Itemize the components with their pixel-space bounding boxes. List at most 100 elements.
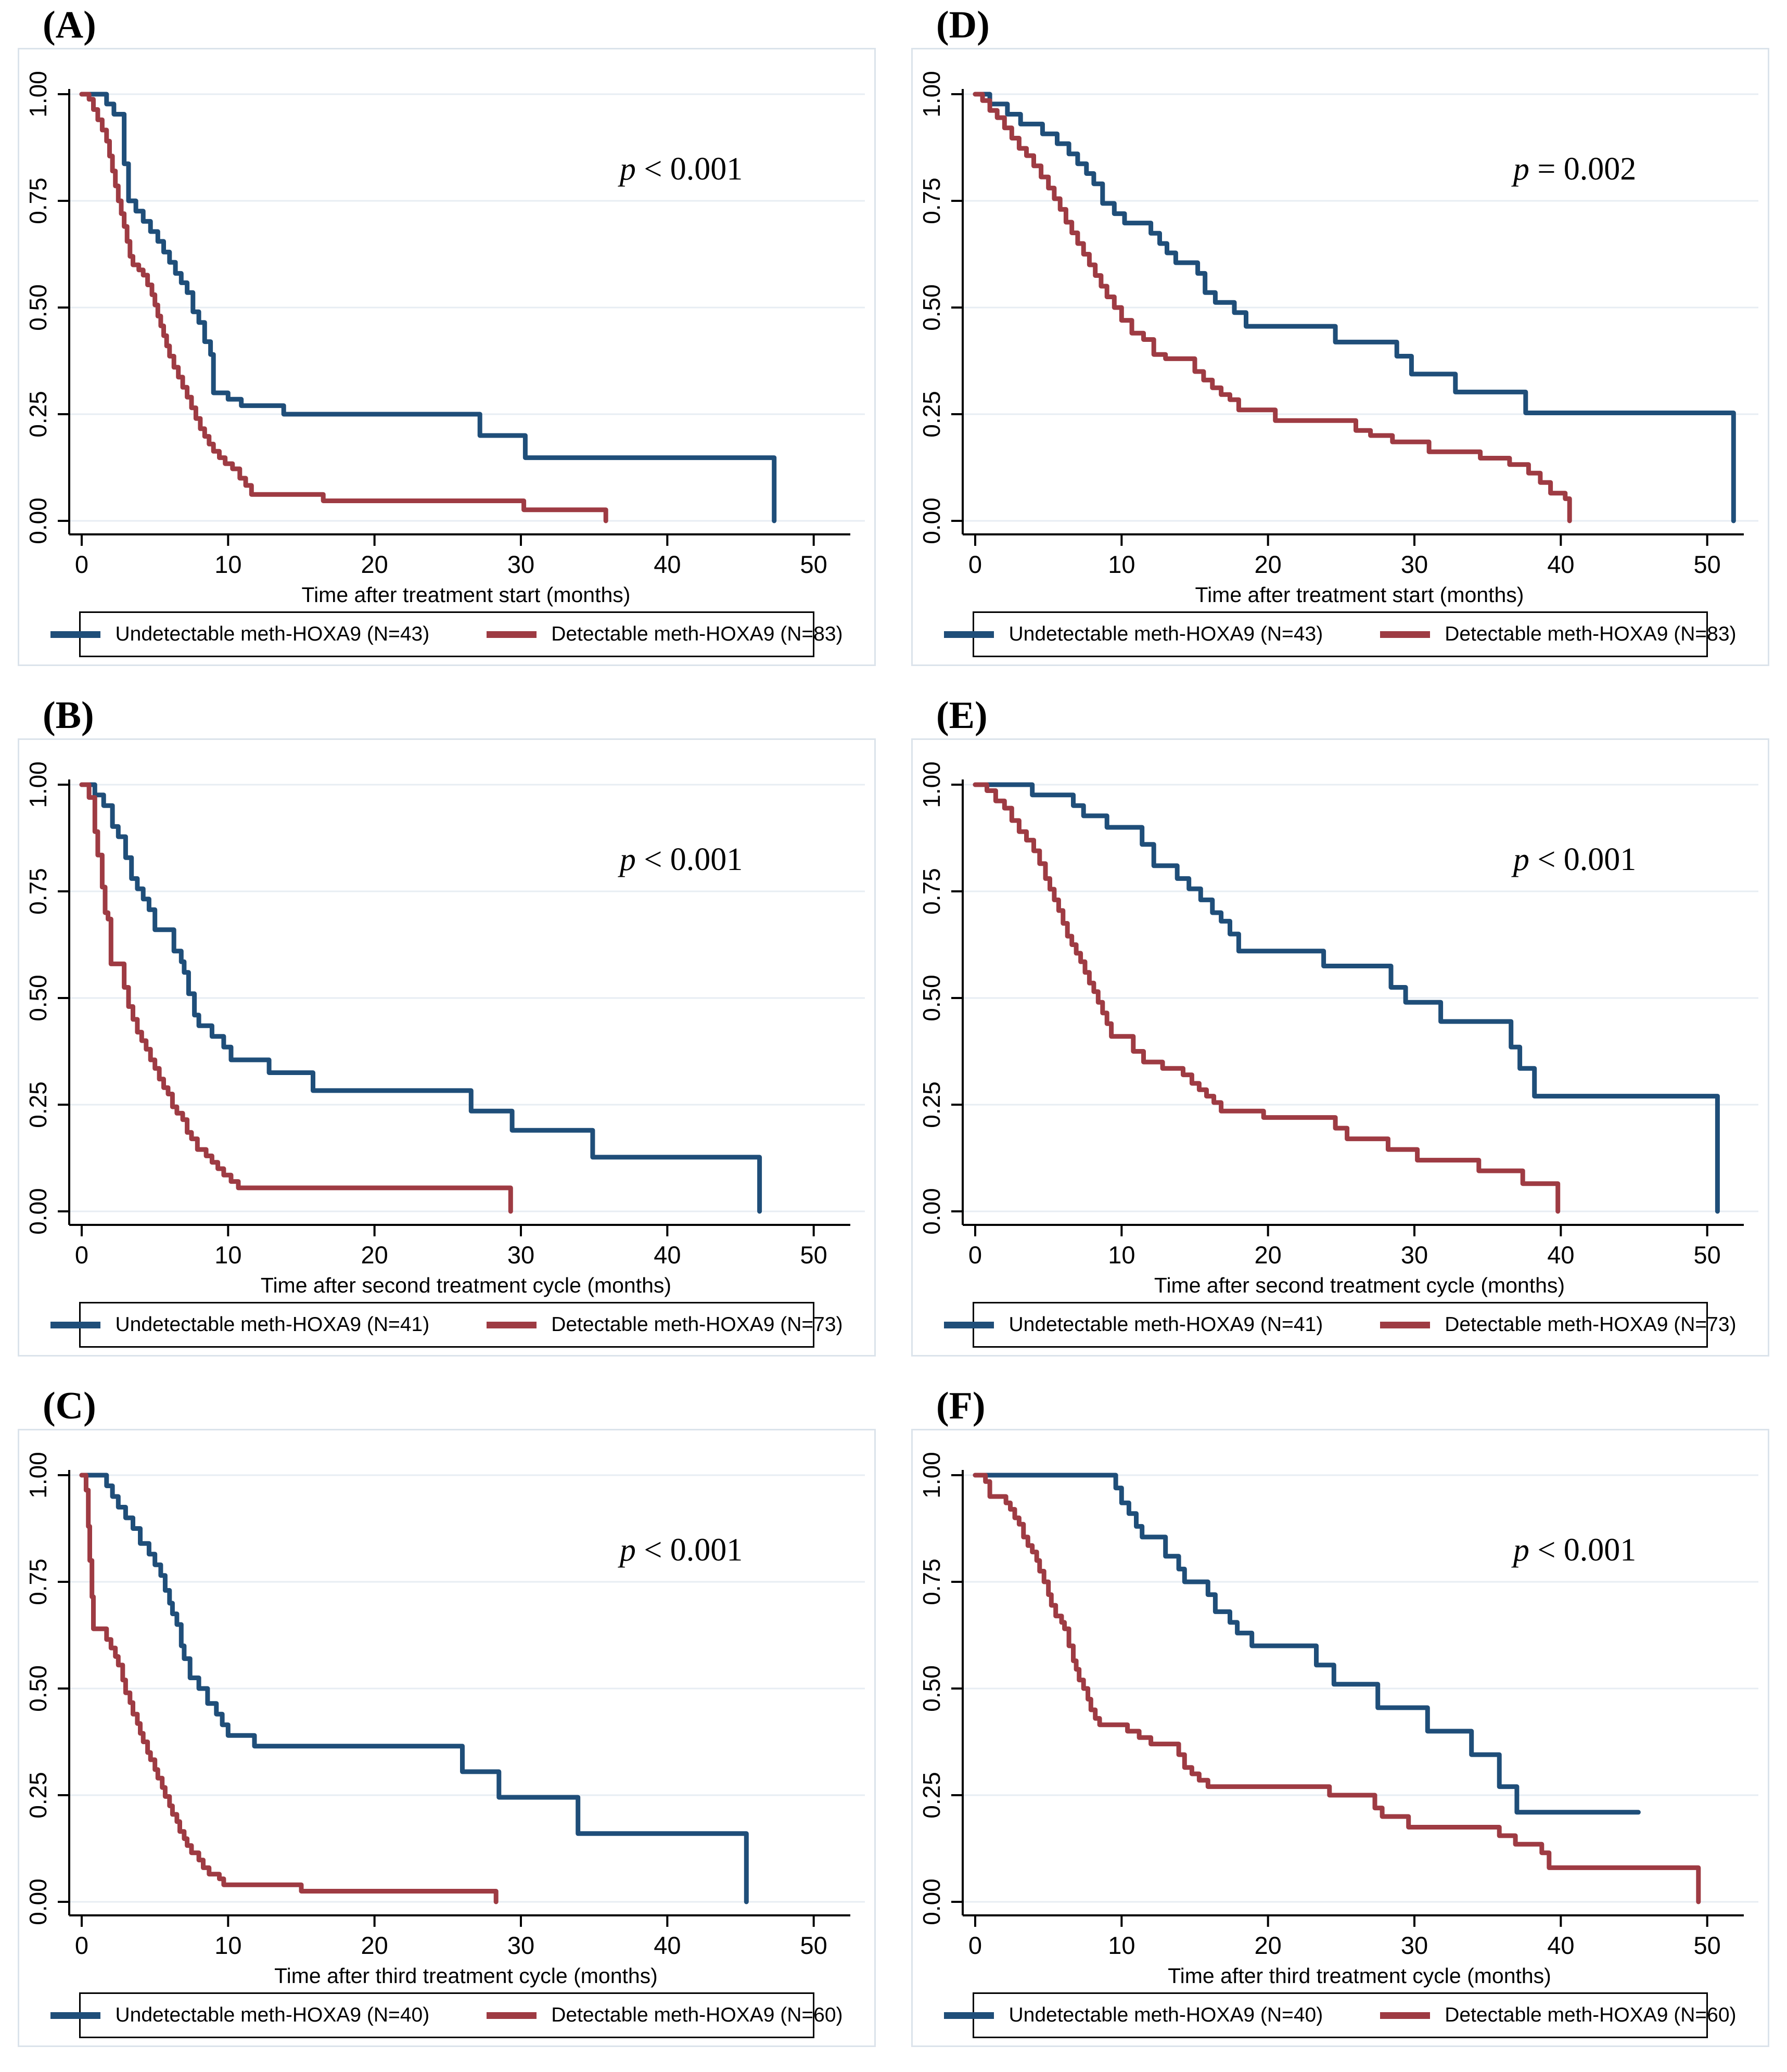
x-tick-label: 10 [214,1241,241,1269]
y-tick-label: 0.75 [24,177,52,224]
panel-cell-d: (D) 0.00 0.25 0.50 0.75 1.00 0 10 20 30 40 50 Time … [893,0,1787,690]
legend-box-b: Undetectable meth-HOXA9 (N=41) Detectabl… [50,1302,843,1348]
x-tick-label: 0 [968,1241,982,1269]
curve-undetectable [79,92,777,523]
y-tick-label: 0.50 [918,284,945,331]
y-tick-label: 0.50 [918,1665,945,1712]
x-tick-label: 50 [1694,1241,1721,1269]
legend-entry-detectable: Detectable meth-HOXA9 (N=73) [487,1313,843,1336]
legend-swatch-detectable [1380,1321,1431,1328]
y-tick-label: 1.00 [24,71,52,118]
legend-label-undetectable: Undetectable meth-HOXA9 (N=43) [1009,623,1323,645]
y-tick-label: 0.50 [24,975,52,1021]
x-tick-label: 40 [654,1241,681,1269]
y-tick-label: 0.25 [24,1772,52,1819]
x-tick-label: 30 [507,551,534,578]
y-tick-label: 0.75 [918,868,945,915]
legend-swatch-undetectable [944,1321,994,1328]
km-chart-b: 0.00 0.25 0.50 0.75 1.00 0 10 20 30 40 50 Time afte… [24,761,865,1297]
panel-cell-b: (B) 0.00 0.25 0.50 0.75 1.00 0 10 20 30 40 50 Time … [0,690,893,1381]
curve-detectable [973,92,1572,523]
panel-cell-f: (F) 0.00 0.25 0.50 0.75 1.00 0 10 20 30 40 50 Time … [893,1381,1787,2072]
y-tick-label: 0.25 [24,391,52,438]
curve-detectable [973,1473,1701,1904]
x-tick-label: 30 [1401,551,1428,578]
panel-cell-e: (E) 0.00 0.25 0.50 0.75 1.00 0 10 20 30 40 50 Time … [893,690,1787,1381]
legend-entry-undetectable: Undetectable meth-HOXA9 (N=43) [944,623,1323,646]
legend-swatch-undetectable [944,2012,994,2019]
x-axis-title: Time after third treatment cycle (months… [1168,1964,1551,1988]
legend-box-c: Undetectable meth-HOXA9 (N=40) Detectabl… [50,1992,843,2038]
legend-swatch-detectable [487,2012,537,2019]
legend-entry-undetectable: Undetectable meth-HOXA9 (N=41) [50,1313,429,1336]
legend-swatch-undetectable [50,1321,101,1328]
curve-detectable [79,782,513,1214]
legend-swatch-undetectable [944,631,994,638]
x-tick-label: 50 [800,1932,827,1959]
x-tick-label: 30 [1401,1932,1428,1959]
y-tick-label: 0.00 [24,1878,52,1925]
km-chart-c: 0.00 0.25 0.50 0.75 1.00 0 10 20 30 40 50 Time afte… [24,1452,865,1988]
km-chart-a: 0.00 0.25 0.50 0.75 1.00 0 10 20 30 40 50 Time afte… [24,71,865,607]
panel-label-e: (E) [936,694,988,737]
y-tick-label: 0.00 [24,497,52,544]
km-chart-d: 0.00 0.25 0.50 0.75 1.00 0 10 20 30 40 50 Time afte… [918,71,1758,607]
x-tick-label: 40 [1547,551,1574,578]
x-tick-label: 10 [214,551,241,578]
panel-cell-c: (C) 0.00 0.25 0.50 0.75 1.00 0 10 20 30 40 50 Time … [0,1381,893,2072]
panel-box-d: 0.00 0.25 0.50 0.75 1.00 0 10 20 30 40 50 Time afte… [911,48,1769,666]
y-tick-label: 0.50 [24,1665,52,1712]
legend-label-detectable: Detectable meth-HOXA9 (N=60) [551,2004,843,2026]
y-tick-label: 0.50 [918,975,945,1021]
y-tick-label: 0.00 [918,1878,945,1925]
y-tick-label: 0.75 [24,868,52,915]
legend-label-detectable: Detectable meth-HOXA9 (N=83) [551,623,843,645]
legend-swatch-detectable [487,631,537,638]
legend-label-detectable: Detectable meth-HOXA9 (N=60) [1445,2004,1737,2026]
x-tick-label: 40 [654,1932,681,1959]
x-tick-label: 30 [507,1932,534,1959]
legend-entry-detectable: Detectable meth-HOXA9 (N=60) [487,2004,843,2027]
legend-swatch-undetectable [50,631,101,638]
km-chart-f: 0.00 0.25 0.50 0.75 1.00 0 10 20 30 40 50 Time afte… [918,1452,1758,1988]
curve-detectable [79,92,608,523]
y-tick-label: 0.50 [24,284,52,331]
y-tick-label: 0.00 [918,497,945,544]
legend-label-undetectable: Undetectable meth-HOXA9 (N=43) [115,623,430,645]
panel-label-f: (F) [936,1385,986,1427]
y-tick-label: 1.00 [918,71,945,118]
y-tick-label: 0.00 [918,1188,945,1235]
x-tick-label: 0 [75,1241,88,1269]
y-tick-label: 0.25 [24,1081,52,1128]
legend-label-undetectable: Undetectable meth-HOXA9 (N=41) [1009,1313,1323,1336]
x-tick-label: 10 [1108,1241,1135,1269]
x-tick-label: 0 [75,551,88,578]
x-tick-label: 40 [1547,1932,1574,1959]
x-tick-label: 20 [1255,1241,1282,1269]
y-tick-label: 0.25 [918,1772,945,1819]
y-tick-label: 0.75 [918,1558,945,1605]
legend-label-undetectable: Undetectable meth-HOXA9 (N=40) [1009,2004,1323,2026]
x-tick-label: 0 [75,1932,88,1959]
legend-label-detectable: Detectable meth-HOXA9 (N=73) [1445,1313,1737,1336]
p-value-text: p < 0.001 [618,842,743,877]
x-tick-label: 20 [361,1932,388,1959]
legend-entry-detectable: Detectable meth-HOXA9 (N=73) [1380,1313,1737,1336]
y-tick-label: 0.25 [918,391,945,438]
legend-box-f: Undetectable meth-HOXA9 (N=40) Detectabl… [944,1992,1737,2038]
legend-label-detectable: Detectable meth-HOXA9 (N=83) [1445,623,1737,645]
x-tick-label: 50 [800,1241,827,1269]
legend-entry-undetectable: Undetectable meth-HOXA9 (N=41) [944,1313,1323,1336]
legend-entry-undetectable: Undetectable meth-HOXA9 (N=40) [50,2004,429,2027]
x-tick-label: 50 [1694,1932,1721,1959]
y-tick-label: 1.00 [24,761,52,808]
legend-box-a: Undetectable meth-HOXA9 (N=43) Detectabl… [50,611,843,657]
x-tick-label: 30 [507,1241,534,1269]
legend-label-undetectable: Undetectable meth-HOXA9 (N=41) [115,1313,430,1336]
curve-undetectable [79,782,762,1214]
legend-entry-detectable: Detectable meth-HOXA9 (N=60) [1380,2004,1737,2027]
y-tick-label: 1.00 [24,1452,52,1499]
legend-swatch-detectable [1380,2012,1431,2019]
panel-cell-a: (A) 0.00 0.25 0.50 0.75 1.00 0 10 20 30 40 50 Time … [0,0,893,690]
